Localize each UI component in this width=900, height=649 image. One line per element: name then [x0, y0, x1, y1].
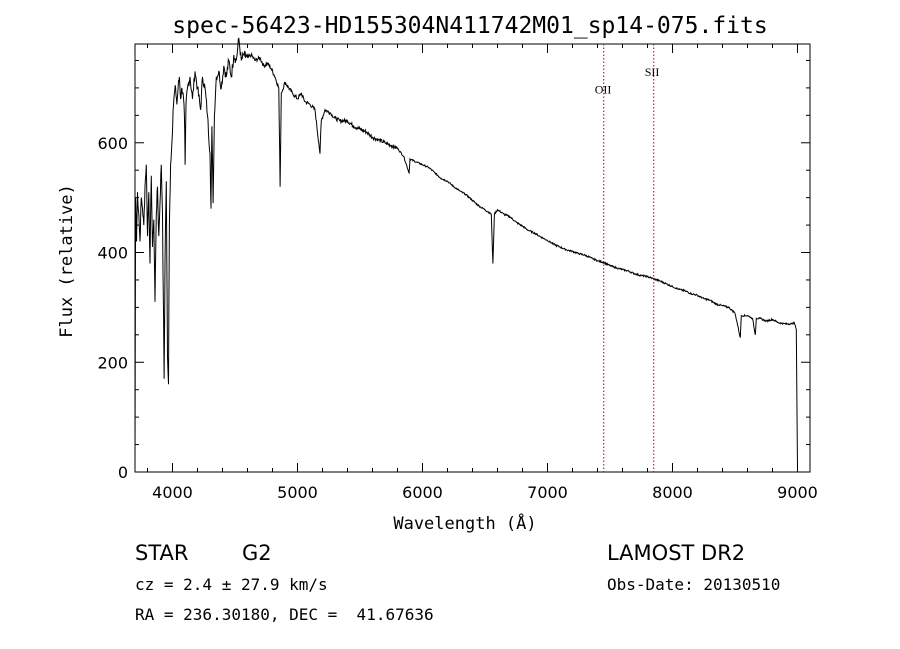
- axis-ticks: 4000 5000 6000 7000 8000 9000 0 200 400 600: [97, 44, 817, 502]
- object-class: STAR: [135, 541, 188, 565]
- plot-frame: [135, 44, 810, 472]
- redshift-velocity: cz = 2.4 ± 27.9 km/s: [135, 575, 328, 594]
- x-axis-label: Wavelength (Å): [393, 512, 536, 534]
- spectrum-line: [135, 39, 798, 470]
- x-tick-label: 4000: [152, 483, 193, 502]
- annotation-label: SII: [645, 65, 660, 79]
- y-tick-label: 200: [97, 353, 128, 372]
- x-tick-label: 8000: [652, 483, 693, 502]
- annotation-label: OII: [595, 82, 612, 96]
- plot-area: 4000 5000 6000 7000 8000 9000 0 200 400 600 OII SI…: [97, 39, 817, 503]
- y-tick-label: 600: [97, 134, 128, 153]
- line-annotations: OII SII: [595, 44, 660, 472]
- survey-name: LAMOST DR2: [607, 541, 745, 565]
- footer-info: STAR G2 LAMOST DR2 cz = 2.4 ± 27.9 km/s …: [135, 541, 780, 624]
- x-tick-label: 9000: [777, 483, 818, 502]
- x-tick-label: 5000: [277, 483, 318, 502]
- x-tick-label: 6000: [402, 483, 443, 502]
- subclass: G2: [242, 541, 272, 565]
- y-tick-label: 0: [118, 463, 128, 482]
- coordinates: RA = 236.30180, DEC = 41.67636: [135, 605, 434, 624]
- x-tick-label: 7000: [527, 483, 568, 502]
- y-axis-label: Flux (relative): [57, 184, 77, 338]
- observation-date: Obs-Date: 20130510: [607, 575, 780, 594]
- chart-title: spec-56423-HD155304N411742M01_sp14-075.f…: [172, 13, 767, 39]
- y-tick-label: 400: [97, 244, 128, 263]
